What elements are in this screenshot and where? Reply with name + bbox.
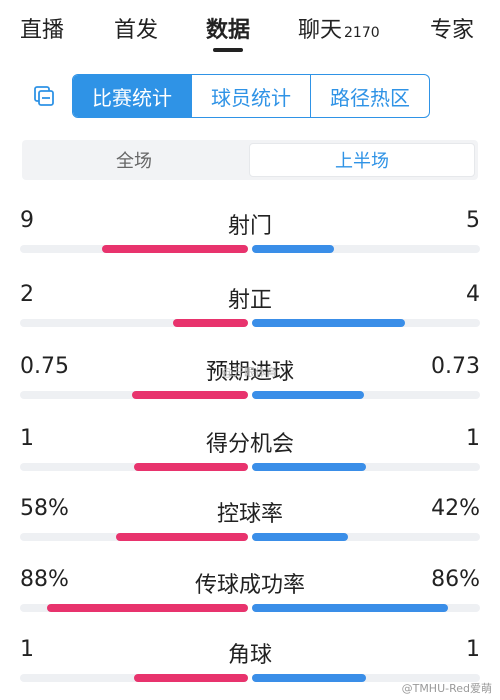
stat-row: 58% 控球率 42% <box>0 496 500 556</box>
nav-tab-chat-label: 聊天 <box>298 18 343 43</box>
top-nav: 直播 首发 数据 聊天 2170 专家 <box>0 0 500 54</box>
away-bar <box>252 604 448 612</box>
period-tabs: 全场 上半场 <box>22 140 478 180</box>
stat-label: 传球成功率 <box>194 573 305 598</box>
home-value: 0.75 <box>20 354 69 379</box>
away-bar <box>252 319 405 327</box>
stat-label: 射正 <box>227 288 272 313</box>
home-bar <box>102 245 248 253</box>
stat-row: 9 射门 5 <box>0 208 500 268</box>
stat-label: 得分机会 <box>205 432 294 457</box>
nav-tab-live[interactable]: 直播 <box>20 18 65 43</box>
away-value: 1 <box>466 637 480 662</box>
home-bar-track <box>20 604 248 612</box>
away-bar <box>252 674 366 682</box>
home-bar <box>47 604 248 612</box>
away-value: 0.73 <box>431 354 480 379</box>
nav-tab-chat[interactable]: 聊天 2170 <box>298 12 380 44</box>
home-bar <box>134 463 248 471</box>
nav-tab-expert[interactable]: 专家 <box>430 18 475 43</box>
stat-label: 预期进球 <box>205 360 294 385</box>
watermark-center: @开眼体育 <box>222 366 277 379</box>
home-value: 58% <box>20 496 69 521</box>
away-bar-track <box>252 604 480 612</box>
away-value: 1 <box>466 426 480 451</box>
home-bar <box>116 533 248 541</box>
home-bar-track <box>20 533 248 541</box>
away-bar <box>252 391 364 399</box>
home-bar-track <box>20 674 248 682</box>
home-bar-track <box>20 391 248 399</box>
home-bar-track <box>20 319 248 327</box>
stat-row: 88% 传球成功率 86% <box>0 567 500 627</box>
stat-row: 0.75 预期进球 0.73 <box>0 354 500 414</box>
watermark-bottom: @TMHU-Red爱萌 <box>401 682 492 695</box>
home-value: 88% <box>20 567 69 592</box>
away-value: 4 <box>466 282 480 307</box>
away-bar-track <box>252 674 480 682</box>
home-value: 9 <box>20 208 34 233</box>
away-bar <box>252 463 366 471</box>
home-value: 1 <box>20 637 34 662</box>
stat-row: 1 得分机会 1 <box>0 426 500 486</box>
home-value: 2 <box>20 282 34 307</box>
home-bar <box>132 391 248 399</box>
period-tab-full-match[interactable]: 全场 <box>116 151 152 172</box>
away-bar <box>252 245 334 253</box>
stat-row: 1 角球 1 <box>0 637 500 697</box>
away-bar-track <box>252 533 480 541</box>
nav-tab-data[interactable]: 数据 <box>206 18 251 43</box>
home-bar <box>134 674 248 682</box>
away-bar <box>252 533 348 541</box>
segment-match-stats[interactable]: 比赛统计 <box>73 75 191 117</box>
segment-heatmap[interactable]: 路径热区 <box>310 75 429 117</box>
nav-tab-lineup[interactable]: 首发 <box>114 18 159 43</box>
stat-row: 2 射正 4 <box>0 282 500 342</box>
layout-icon[interactable] <box>32 84 56 108</box>
stats-category-row: 比赛统计 球员统计 路径热区 <box>0 74 500 120</box>
away-value: 5 <box>466 208 480 233</box>
home-bar-track <box>20 463 248 471</box>
stats-category-segmented-control: 比赛统计 球员统计 路径热区 <box>72 74 430 118</box>
stat-label: 控球率 <box>216 502 283 527</box>
stat-label: 射门 <box>227 214 272 239</box>
home-value: 1 <box>20 426 34 451</box>
away-bar-track <box>252 319 480 327</box>
away-value: 42% <box>431 496 480 521</box>
home-bar-track <box>20 245 248 253</box>
home-bar <box>173 319 248 327</box>
stat-label: 角球 <box>227 643 272 668</box>
period-tab-first-half[interactable]: 上半场 <box>249 143 475 177</box>
away-bar-track <box>252 245 480 253</box>
away-bar-track <box>252 391 480 399</box>
active-tab-indicator <box>213 48 243 52</box>
away-value: 86% <box>431 567 480 592</box>
away-bar-track <box>252 463 480 471</box>
segment-player-stats[interactable]: 球员统计 <box>191 75 310 117</box>
chat-count: 2170 <box>344 25 380 41</box>
